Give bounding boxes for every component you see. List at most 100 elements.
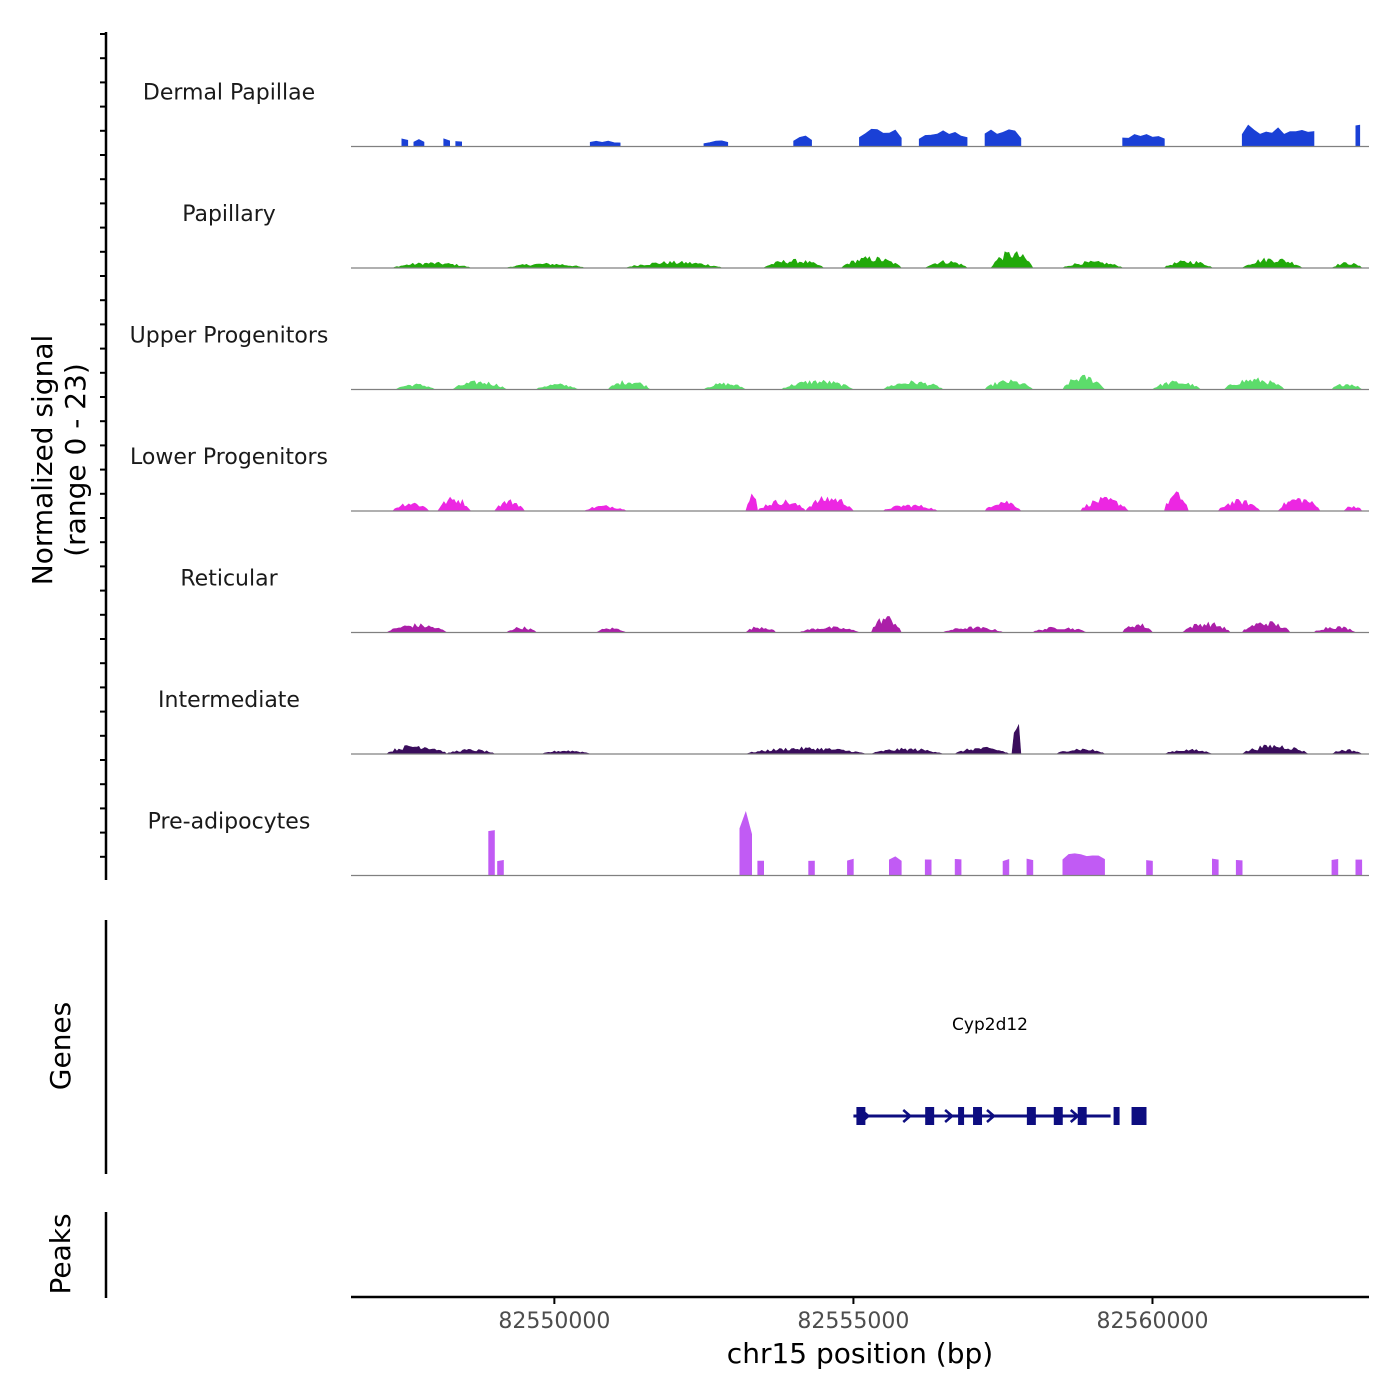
track-dermal-papillae: Dermal Papillae [143, 81, 1369, 148]
signal-peak [1002, 858, 1010, 876]
signal-peak [1355, 859, 1363, 876]
x-tick-label: 82555000 [797, 1309, 909, 1334]
signal-peak [1122, 623, 1154, 633]
gene-exon [958, 1107, 965, 1125]
x-axis-title: chr15 position (bp) [727, 1337, 993, 1370]
signal-peak [889, 856, 902, 876]
x-tick-label: 82550000 [498, 1309, 610, 1334]
signal-peak [745, 493, 759, 512]
signal-peak [744, 626, 777, 633]
signal-peak [1151, 380, 1202, 390]
track-label-upper-progenitors: Upper Progenitors [130, 324, 329, 349]
signal-peak [840, 256, 902, 269]
gene-cyp2d12: Cyp2d12 [853, 1015, 1147, 1125]
signal-peak [924, 859, 932, 876]
signal-peak [1235, 859, 1243, 876]
signal-peak [745, 746, 866, 755]
signal-peak [984, 379, 1034, 390]
signal-peak [1062, 374, 1106, 390]
signal-peak [607, 380, 652, 390]
signal-peak [1164, 491, 1189, 512]
signal-peak [1313, 626, 1356, 633]
signal-peak [870, 616, 902, 633]
x-tick-label: 82560000 [1096, 1309, 1208, 1334]
signal-peak [1241, 124, 1315, 147]
signal-peak [780, 379, 854, 390]
signal-peak [739, 811, 752, 876]
signal-peak [445, 748, 496, 755]
track-label-reticular: Reticular [180, 567, 278, 592]
signal-peak [413, 139, 425, 147]
y-axis-title-line2: (range 0 - 23) [59, 363, 92, 557]
signal-peak [493, 499, 526, 512]
signal-peak [1355, 124, 1361, 147]
signal-peak [1331, 749, 1362, 755]
signal-peak [596, 627, 627, 633]
signal-peak [589, 140, 621, 147]
signal-peak [1011, 723, 1022, 755]
signal-peak [925, 260, 968, 269]
signal-tracks: Dermal Papillae Papillary Upper Progenitor… [130, 81, 1369, 877]
track-label-pre-adipocytes: Pre-adipocytes [148, 810, 311, 835]
signal-peak [497, 859, 504, 876]
gene-exon [1131, 1107, 1147, 1125]
gene-exon [1077, 1107, 1087, 1125]
signal-peak [1055, 748, 1106, 755]
signal-peak [808, 860, 815, 876]
signal-y-axis [100, 32, 108, 880]
track-reticular: Reticular [180, 567, 1369, 634]
signal-peak [1331, 859, 1339, 876]
signal-peak [847, 858, 854, 876]
signal-peak [1241, 621, 1291, 633]
track-papillary: Papillary [182, 202, 1369, 269]
signal-peak [799, 626, 860, 633]
genes-track-label: Genes [44, 1002, 77, 1090]
signal-peak [757, 499, 807, 512]
signal-peak [954, 746, 1010, 755]
signal-peak [1026, 858, 1034, 876]
signal-peak [1223, 377, 1285, 390]
signal-peak [804, 496, 855, 512]
signal-peak [386, 623, 448, 633]
track-lower-progenitors: Lower Progenitors [130, 445, 1369, 512]
signal-peak [392, 502, 430, 512]
signal-peak [1343, 505, 1363, 512]
signal-peak [584, 505, 628, 512]
gene-models: Cyp2d12 [853, 1015, 1147, 1125]
gene-exon [973, 1107, 983, 1125]
track-label-papillary: Papillary [182, 202, 276, 227]
signal-peak [542, 750, 591, 755]
y-axis-title-line1: Normalized signal [26, 335, 59, 586]
signal-peak [1241, 744, 1310, 755]
y-axis-title: Normalized signal (range 0 - 23) [26, 335, 92, 586]
signal-peak [505, 626, 538, 633]
signal-peak [762, 258, 825, 269]
signal-peak [1181, 621, 1231, 633]
signal-peak [702, 382, 746, 390]
signal-peak [535, 383, 579, 390]
signal-peak [954, 858, 962, 876]
signal-peak [1212, 858, 1219, 876]
signal-peak [942, 626, 1004, 633]
track-label-lower-progenitors: Lower Progenitors [130, 445, 328, 470]
signal-peak [1080, 496, 1130, 512]
signal-peak [401, 138, 409, 147]
signal-peak [882, 380, 944, 390]
genes-track: Genes Cyp2d12 [44, 920, 1147, 1174]
signal-peak [1164, 748, 1213, 755]
strand-arrow [902, 1109, 913, 1123]
track-intermediate: Intermediate [158, 688, 1369, 755]
track-label-intermediate: Intermediate [158, 688, 300, 713]
strand-arrow [944, 1109, 955, 1123]
x-axis: 8255000082555000825600008256500 [351, 1295, 1369, 1334]
track-pre-adipocytes: Pre-adipocytes [148, 810, 1369, 877]
signal-peak [1242, 257, 1303, 269]
gene-exon [925, 1107, 935, 1125]
signal-peak [990, 251, 1034, 269]
gene-exon [1026, 1107, 1036, 1125]
signal-peak [437, 496, 472, 512]
signal-peak [626, 260, 722, 269]
gene-exon [1053, 1107, 1063, 1125]
signal-peak [871, 747, 944, 755]
signal-peak [386, 745, 448, 755]
